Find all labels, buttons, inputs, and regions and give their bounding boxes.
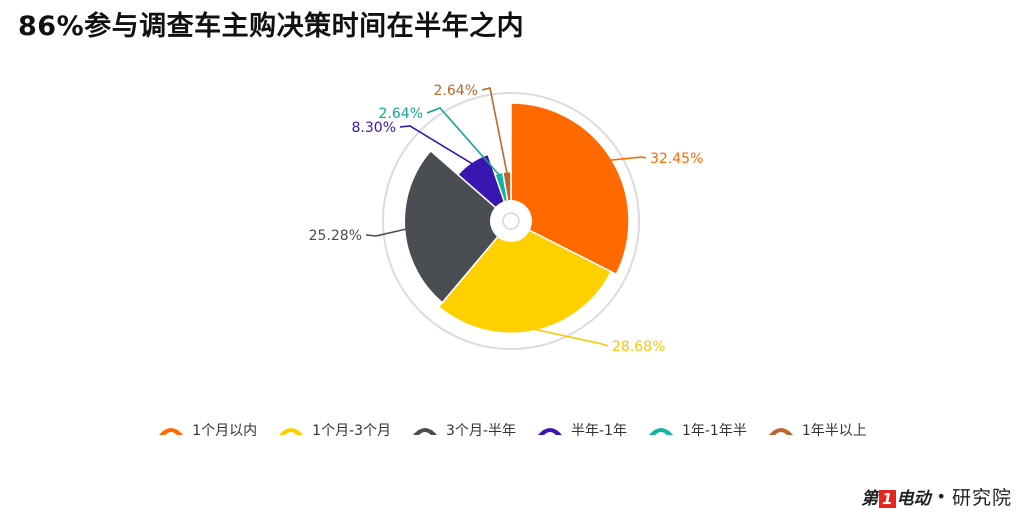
outer-ring [382, 92, 640, 350]
data-label-6: 2.64% [434, 83, 478, 99]
legend-label-2: 1个月-3个月 [312, 423, 392, 439]
brand-logo-text-a: 第 [861, 489, 879, 509]
legend-swatch-4 [538, 428, 562, 435]
legend-swatch-3 [413, 428, 438, 435]
legend-item-5: 1年-1年半 [647, 420, 747, 440]
legend-item-2: 1个月-3个月 [277, 420, 391, 440]
leader-line-3 [365, 228, 407, 237]
legend-label-6: 1年半以上 [801, 423, 867, 439]
brand-watermark: 第 1 电动 • 研究院 [861, 483, 1012, 510]
legend-swatch-2 [279, 428, 304, 435]
legend-label-4: 半年-1年 [571, 423, 627, 439]
brand-logo-text-b: 电动 [896, 489, 931, 509]
label-leader-lines [365, 87, 647, 347]
legend-item-4: 半年-1年 [536, 420, 627, 440]
slice-2 [437, 220, 613, 335]
legend-label-3: 3个月-半年 [446, 423, 516, 439]
chart-title: 86%参与调查车主购决策时间在半年之内 [18, 11, 525, 42]
leader-line-4 [399, 125, 474, 165]
leader-line-6 [481, 87, 508, 174]
brand-logo: 第 1 电动 [861, 484, 930, 509]
data-label-1: 32.45% [650, 151, 703, 167]
data-label-3: 25.28% [309, 228, 362, 244]
data-label-4: 8.30% [352, 120, 396, 136]
leader-line-1 [609, 156, 647, 161]
legend-label-1: 1个月以内 [192, 423, 258, 439]
center-ring [502, 212, 520, 230]
leader-line-2 [532, 328, 609, 347]
slice-4 [456, 153, 513, 224]
center-hole [490, 200, 532, 242]
data-labels: 32.45%28.68%25.28%8.30%2.64%2.64% [309, 83, 704, 355]
data-label-5: 2.64% [379, 106, 423, 122]
brand-suffix: 研究院 [951, 487, 1012, 509]
brand-logo-number: 1 [879, 490, 896, 508]
data-label-2: 28.68% [612, 339, 665, 355]
legend-item-6: 1年半以上 [767, 420, 867, 440]
legend-label-5: 1年-1年半 [681, 423, 747, 439]
legend-swatch-1 [159, 428, 184, 435]
legend-item-1: 1个月以内 [157, 420, 257, 440]
rose-pie-chart: 32.45%28.68%25.28%8.30%2.64%2.64% [309, 83, 704, 355]
brand-separator-dot: • [936, 487, 946, 506]
legend-swatch-6 [768, 428, 793, 435]
leader-line-5 [426, 107, 500, 176]
legend-swatch-5 [648, 428, 673, 435]
legend-item-3: 3个月-半年 [411, 420, 516, 440]
legend: 1个月以内 1个月-3个月 3个月-半年 半年-1年 1年-1年半 1年半以上 [0, 420, 1024, 440]
